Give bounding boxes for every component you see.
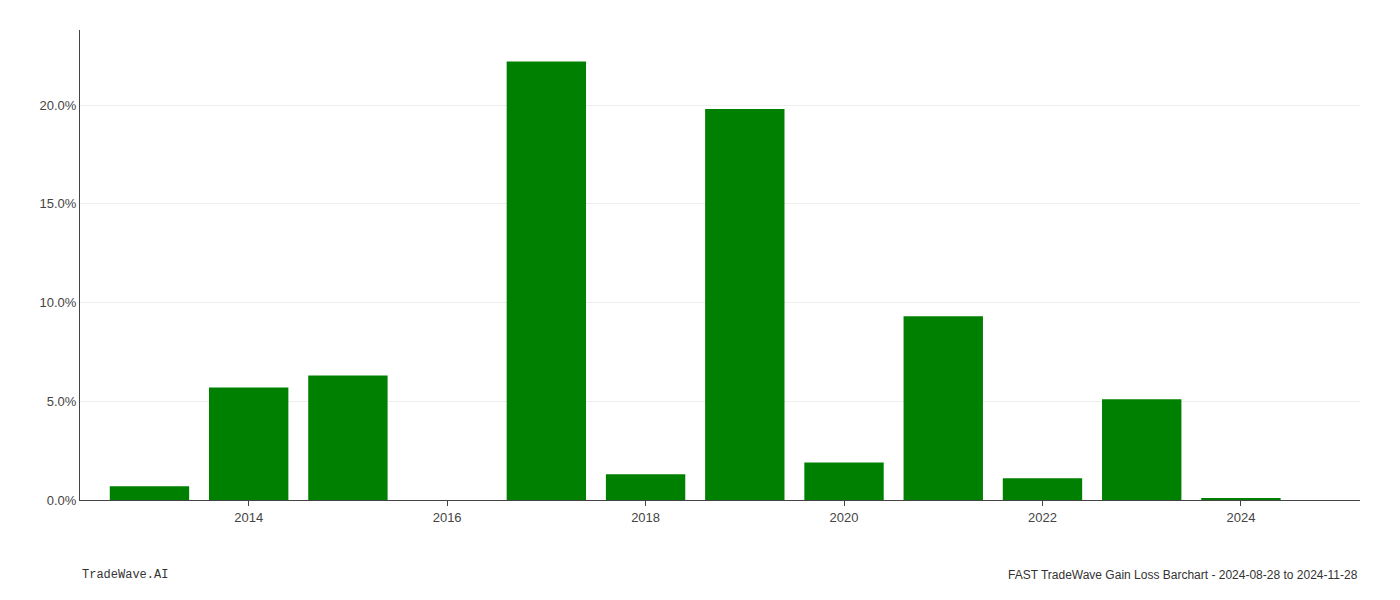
- svg-text:0.0%: 0.0%: [47, 493, 77, 508]
- svg-text:2014: 2014: [234, 510, 263, 525]
- svg-text:2016: 2016: [433, 510, 462, 525]
- svg-text:2018: 2018: [631, 510, 660, 525]
- svg-text:10.0%: 10.0%: [40, 295, 77, 310]
- svg-text:TradeWave.AI: TradeWave.AI: [82, 568, 168, 582]
- svg-text:2024: 2024: [1226, 510, 1255, 525]
- svg-text:2020: 2020: [830, 510, 859, 525]
- svg-text:2022: 2022: [1028, 510, 1057, 525]
- svg-text:15.0%: 15.0%: [40, 196, 77, 211]
- svg-text:5.0%: 5.0%: [47, 394, 77, 409]
- svg-text:20.0%: 20.0%: [40, 98, 77, 113]
- svg-text:FAST TradeWave Gain Loss Barch: FAST TradeWave Gain Loss Barchart - 2024…: [1008, 568, 1358, 582]
